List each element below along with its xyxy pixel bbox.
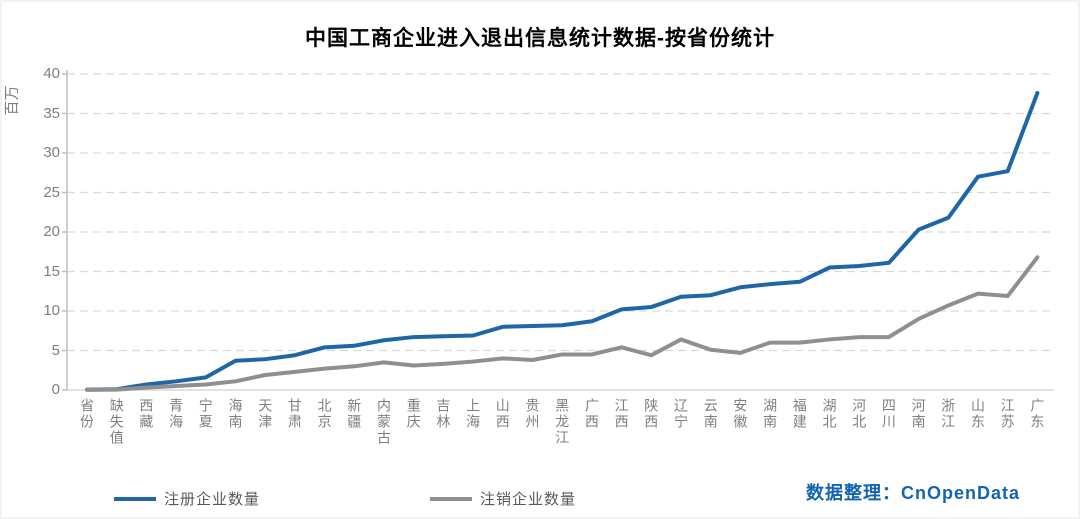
deregistered-series-line [85, 255, 1040, 392]
y-tick-label: 35 [43, 104, 60, 122]
x-category-label: 贵州 [524, 398, 541, 430]
y-tick-label: 20 [43, 223, 60, 240]
legend-label-deregistered: 注销企业数量 [480, 491, 577, 508]
y-tick-label: 25 [43, 183, 60, 201]
x-category-label: 湖北 [821, 398, 838, 430]
deregistered-line-swatch [430, 496, 473, 501]
x-category-label: 广东 [1029, 398, 1046, 430]
chart-title: 中国工商企业进入退出信息统计数据-按省份统计 [305, 27, 775, 50]
x-category-label: 青海 [168, 398, 185, 430]
chart-legend: 注册企业数量 注销企业数量 [114, 488, 576, 509]
legend-item-registered: 注册企业数量 [114, 488, 260, 509]
y-tick-label: 0 [51, 381, 60, 398]
x-category-label: 浙江 [940, 398, 957, 430]
x-category-label: 河南 [910, 398, 927, 430]
x-category-label: 新疆 [346, 398, 363, 430]
x-category-label: 安徽 [732, 398, 749, 430]
x-category-label: 陕西 [643, 398, 660, 430]
y-tick-label: 40 [43, 65, 60, 82]
x-category-label: 西藏 [138, 398, 155, 430]
x-category-label: 内蒙古 [376, 398, 392, 446]
x-category-label: 江苏 [999, 398, 1016, 430]
x-category-label: 四川 [880, 398, 897, 430]
x-category-label: 宁夏 [197, 398, 214, 430]
x-category-label: 海南 [227, 398, 244, 430]
x-category-label: 山西 [494, 398, 511, 430]
x-category-label: 江西 [613, 398, 630, 430]
x-category-label: 云南 [702, 398, 719, 430]
registered-line-swatch [114, 496, 156, 501]
x-category-label: 黑龙江 [554, 398, 571, 446]
x-category-label: 吉林 [435, 398, 452, 430]
x-category-label: 福建 [791, 398, 808, 430]
x-category-label: 省份 [79, 398, 95, 430]
x-category-label: 天津 [257, 398, 274, 430]
y-tick-label: 5 [51, 341, 60, 359]
legend-label-registered: 注册企业数量 [164, 491, 261, 508]
x-category-label: 上海 [465, 398, 482, 430]
y-tick-label: 30 [43, 144, 60, 161]
x-category-label: 缺失值 [108, 398, 125, 446]
y-tick-label: 10 [43, 302, 60, 319]
x-category-label: 湖南 [762, 398, 779, 430]
registered-series-line [85, 90, 1040, 392]
y-tick-label: 15 [43, 262, 60, 280]
x-category-label: 河北 [851, 398, 868, 430]
x-category-label: 甘肃 [286, 398, 303, 430]
x-category-label: 北京 [316, 398, 333, 430]
x-category-label: 山东 [970, 398, 986, 430]
legend-item-deregistered: 注销企业数量 [430, 488, 576, 509]
x-category-label: 广西 [583, 398, 600, 430]
data-source-credit: 数据整理：CnOpenData [805, 483, 1020, 503]
x-category-label: 辽宁 [673, 398, 689, 430]
x-category-label: 重庆 [405, 398, 422, 430]
